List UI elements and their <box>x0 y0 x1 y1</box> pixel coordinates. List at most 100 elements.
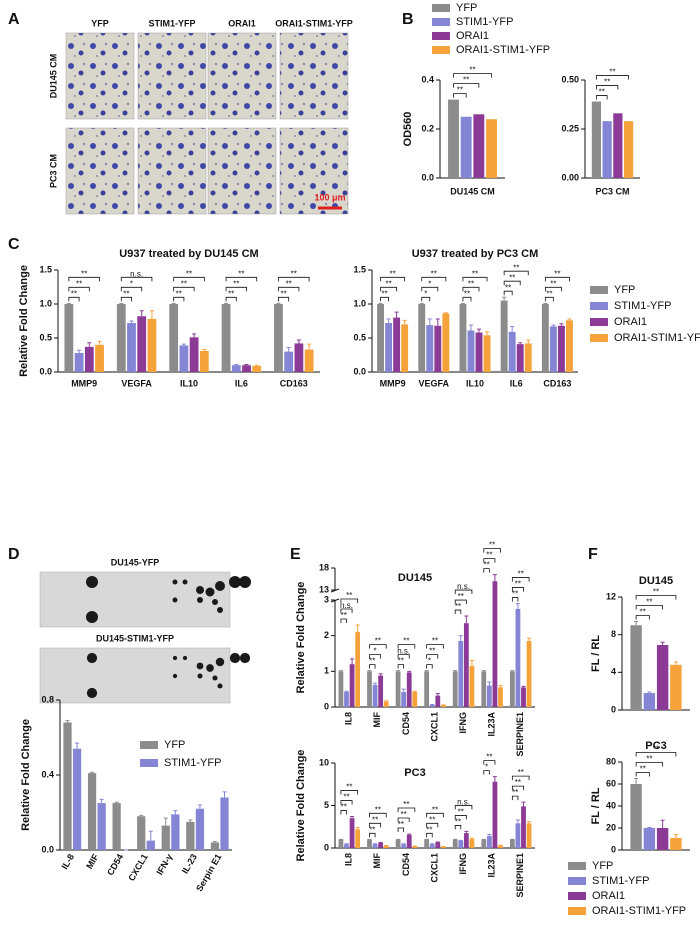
bar <box>656 828 669 850</box>
error-bar <box>197 804 202 809</box>
blot-dot <box>206 664 214 672</box>
error-bar <box>412 690 417 693</box>
legend-label: STIM1-YFP <box>592 875 649 887</box>
x-tick-label: IL23A <box>487 712 497 737</box>
significance-label: ** <box>76 279 82 288</box>
y-tick-label: 0 <box>324 701 329 711</box>
significance-label: ** <box>550 279 556 288</box>
error-bar <box>244 364 249 366</box>
bar <box>656 645 669 710</box>
y-axis-label: FL / RL <box>590 635 602 672</box>
bar <box>452 839 458 848</box>
error-bar <box>338 670 343 672</box>
significance-label: ** <box>518 768 524 777</box>
significance-bracket <box>369 664 376 669</box>
bar <box>74 352 84 372</box>
significance-label: * <box>428 657 431 666</box>
bar <box>383 845 389 848</box>
bar <box>526 641 532 707</box>
significance-label: ** <box>403 637 409 646</box>
legend-label: STIM1-YFP <box>456 16 513 28</box>
error-bar <box>286 347 291 352</box>
error-bar <box>114 801 119 804</box>
significance-bracket <box>369 822 382 828</box>
error-bar <box>99 798 104 804</box>
error-bar <box>502 296 507 301</box>
significance-label: ** <box>455 818 461 827</box>
significance-label: ** <box>515 580 521 589</box>
error-bar <box>458 635 463 642</box>
bar <box>231 365 241 372</box>
significance-bracket <box>462 286 480 292</box>
y-tick-label: 18 <box>319 562 329 572</box>
bar <box>169 304 179 372</box>
blot-dot <box>197 597 203 603</box>
error-bar <box>551 324 556 327</box>
bar <box>463 623 469 707</box>
significance-bracket <box>596 85 619 90</box>
significance-label: ** <box>403 800 409 809</box>
y-axis-label: Relative Fold Change <box>295 582 307 694</box>
significance-bracket <box>225 276 258 282</box>
significance-label: ** <box>599 88 605 97</box>
bar <box>147 318 157 372</box>
blot-dot <box>217 683 223 689</box>
significance-label: ** <box>472 269 478 278</box>
blot-dot <box>196 586 204 594</box>
error-bar <box>296 339 301 344</box>
y-tick-label: 0.25 <box>561 123 579 133</box>
y-tick-label: 0.0 <box>421 172 434 182</box>
y-tick-label: 5 <box>324 800 329 810</box>
bar <box>210 842 220 850</box>
error-bar <box>464 830 469 834</box>
error-bar <box>443 312 448 314</box>
significance-bracket <box>225 296 237 302</box>
significance-label: ** <box>398 657 404 666</box>
error-bar <box>435 318 440 326</box>
bar <box>623 121 634 178</box>
legend-label: YFP <box>614 284 635 296</box>
y-tick-label: 80 <box>606 756 616 766</box>
y-tick-label: 0.8 <box>41 694 54 704</box>
error-bar <box>87 342 92 347</box>
error-bar <box>307 343 312 350</box>
chart-title: DU145 <box>398 572 432 584</box>
error-bar <box>518 342 523 345</box>
significance-label: ** <box>432 637 438 646</box>
y-tick-label: 0.0 <box>39 366 52 376</box>
error-bar <box>378 673 383 676</box>
error-bar <box>660 641 665 646</box>
bar <box>84 346 94 372</box>
bar <box>355 829 361 848</box>
bar <box>304 349 314 372</box>
bar <box>643 693 656 710</box>
bar <box>406 834 412 848</box>
bar <box>509 839 515 848</box>
panel-letter: D <box>8 546 20 563</box>
significance-label: n.s. <box>457 582 470 591</box>
significance-bracket <box>483 760 496 765</box>
significance-label: ** <box>554 269 560 278</box>
significance-bracket <box>340 598 359 603</box>
micrograph <box>65 32 135 120</box>
bar <box>349 818 355 848</box>
legend-label: YFP <box>164 739 185 751</box>
x-tick-label: Serpin E1 <box>194 852 223 893</box>
error-bar <box>350 658 355 665</box>
x-tick-label: CXCL1 <box>429 712 439 742</box>
row-label: PC3 CM <box>48 154 58 188</box>
error-bar <box>647 691 652 694</box>
blot-dot <box>86 652 98 664</box>
bar <box>435 695 441 707</box>
significance-bracket <box>454 815 467 820</box>
error-bar <box>192 333 197 338</box>
significance-label: ** <box>341 803 347 812</box>
significance-bracket <box>426 644 444 649</box>
chart-title: PC3 <box>404 767 425 779</box>
bar <box>463 833 469 848</box>
error-bar <box>424 670 429 672</box>
significance-label: ** <box>457 86 463 95</box>
bar <box>395 671 401 707</box>
chart-title: DU145 <box>639 575 673 587</box>
error-bar <box>148 830 153 841</box>
